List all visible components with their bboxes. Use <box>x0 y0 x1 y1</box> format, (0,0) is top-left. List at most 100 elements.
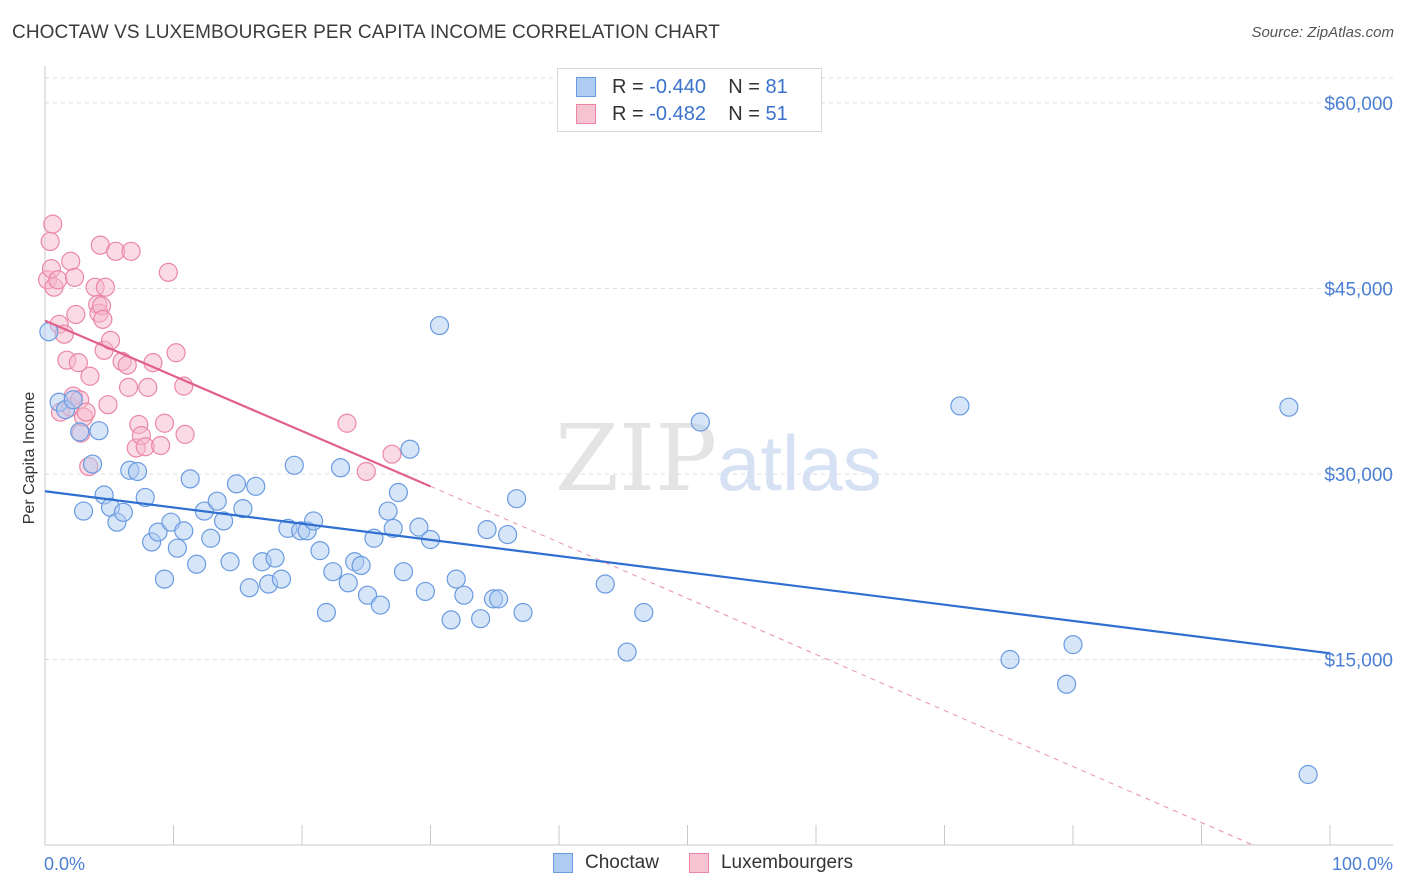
data-point <box>154 413 175 433</box>
data-point <box>310 541 330 561</box>
data-point <box>690 412 710 432</box>
data-point <box>513 602 533 623</box>
x-tick-labels: 0.0% 100.0% <box>44 854 1393 874</box>
source-label: Source: ZipAtlas.com <box>1251 24 1394 41</box>
data-point <box>66 304 86 325</box>
data-point <box>388 482 408 503</box>
legend-item-luxembourgers: Luxembourgers <box>688 852 853 874</box>
data-point <box>1279 397 1299 417</box>
n-value: 51 <box>765 102 788 125</box>
data-point <box>167 538 187 558</box>
data-point <box>634 602 654 623</box>
data-point <box>76 402 96 422</box>
luxembourgers-swatch <box>688 853 709 873</box>
data-point <box>446 569 466 589</box>
luxembourgers-swatch <box>576 104 596 124</box>
choctaw-trend-line <box>44 490 1331 655</box>
data-point <box>477 520 497 540</box>
n-value: 81 <box>765 75 788 98</box>
data-point <box>93 309 113 329</box>
chart-title: CHOCTAW VS LUXEMBOURGER PER CAPITA INCOM… <box>12 22 720 43</box>
data-point <box>1063 635 1083 655</box>
data-point <box>595 574 615 594</box>
luxembourgers-trend-extension <box>430 485 1254 846</box>
data-point <box>409 517 429 537</box>
data-point <box>506 489 527 509</box>
legend-label-luxembourgers: Luxembourgers <box>720 852 853 873</box>
data-point <box>187 554 207 574</box>
y-tick-label: $45,000 <box>1324 279 1393 300</box>
luxembourgers-trend-line <box>44 319 431 488</box>
legend-row-choctaw: R = -0.440 N = 81 <box>576 75 788 99</box>
data-point <box>80 366 100 386</box>
data-point <box>148 522 168 542</box>
series-legend: Choctaw Luxembourgers <box>0 852 1406 874</box>
legend-label-choctaw: Choctaw <box>585 852 659 873</box>
axes <box>44 66 1393 846</box>
data-point <box>378 501 398 521</box>
data-point <box>174 521 194 541</box>
data-point <box>207 491 227 511</box>
data-point <box>246 476 266 496</box>
grid-lines <box>45 77 1393 660</box>
data-point <box>220 552 240 572</box>
data-point <box>121 241 141 261</box>
data-point <box>113 502 133 522</box>
data-point <box>338 573 358 593</box>
data-point <box>226 474 247 494</box>
data-point <box>382 444 402 464</box>
watermark-zip: ZIP <box>555 405 717 512</box>
data-point <box>393 562 414 582</box>
y-tick-label: $30,000 <box>1324 465 1393 486</box>
watermark-atlas: atlas <box>717 419 882 507</box>
data-point <box>351 555 371 576</box>
y-tick-label: $15,000 <box>1324 650 1393 671</box>
data-point <box>70 422 90 442</box>
data-point <box>158 262 178 282</box>
data-point <box>166 343 186 363</box>
data-point <box>429 315 450 336</box>
data-point <box>89 421 109 441</box>
data-point <box>68 353 89 373</box>
data-point <box>303 511 324 531</box>
r-label: R = <box>612 102 644 125</box>
data-point <box>201 528 221 548</box>
data-point <box>63 390 83 410</box>
data-point <box>498 524 518 545</box>
data-point <box>1000 649 1020 670</box>
data-point <box>138 377 158 397</box>
y-tick-label: $60,000 <box>1324 94 1393 115</box>
data-point <box>98 395 118 415</box>
data-point <box>950 396 970 416</box>
data-point <box>265 548 285 568</box>
n-label: N = <box>728 102 760 125</box>
legend-row-luxembourgers: R = -0.482 N = 51 <box>576 102 788 126</box>
data-point <box>233 498 253 519</box>
data-point <box>323 562 343 582</box>
data-point <box>64 267 85 287</box>
x-tick-label: 0.0% <box>44 854 85 874</box>
data-point <box>441 610 461 630</box>
data-point <box>95 277 115 297</box>
data-point <box>73 501 94 521</box>
data-point <box>118 377 139 397</box>
r-value: -0.482 <box>649 102 706 125</box>
data-point <box>400 439 420 459</box>
luxembourgers-points <box>37 214 402 482</box>
y-axis-label: Per Capita Income <box>21 392 38 525</box>
x-tick-label: 100.0% <box>1332 854 1393 874</box>
trend-lines <box>44 319 1331 846</box>
data-point <box>43 214 63 234</box>
data-point <box>40 231 60 252</box>
data-point <box>383 518 403 538</box>
data-point <box>489 589 509 609</box>
r-label: R = <box>612 75 644 98</box>
choctaw-swatch <box>576 77 596 97</box>
data-point <box>370 595 390 615</box>
data-point <box>356 461 376 482</box>
data-point <box>214 511 234 531</box>
data-point <box>82 454 103 474</box>
data-point <box>617 642 637 662</box>
data-point <box>154 569 175 589</box>
data-point <box>454 585 474 605</box>
